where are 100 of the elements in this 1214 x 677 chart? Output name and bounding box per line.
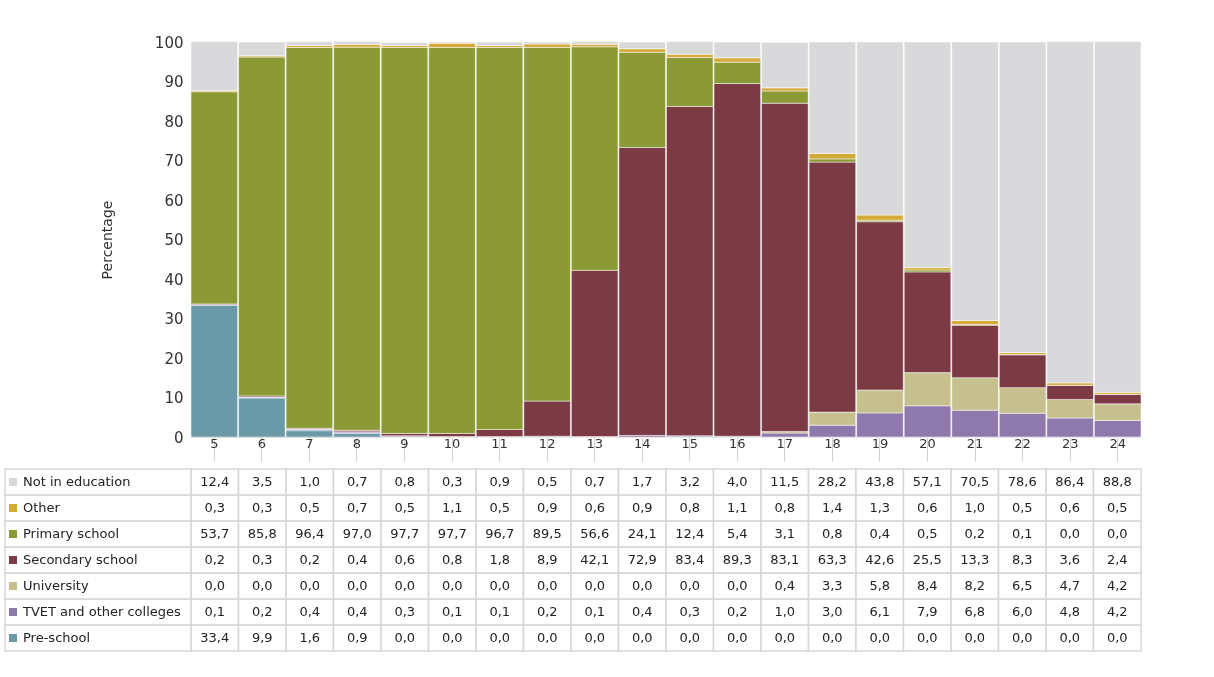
data-label: 0,5	[489, 500, 511, 515]
data-label: 9,9	[251, 630, 273, 645]
y-tick-label: 40	[164, 270, 184, 289]
data-label: 0,8	[821, 526, 843, 541]
data-label: 70,5	[960, 474, 990, 489]
text: Primary school	[23, 526, 120, 541]
data-label: 0,0	[584, 630, 606, 645]
data-label: 8,3	[1011, 552, 1033, 567]
data-label: 0,0	[536, 630, 558, 645]
data-label: 1,3	[869, 500, 891, 515]
data-label: 56,6	[580, 526, 610, 541]
data-label: 4,2	[1106, 604, 1128, 619]
data-label: 5,4	[726, 526, 748, 541]
data-label: 83,1	[770, 552, 800, 567]
data-label: 0,0	[1106, 630, 1128, 645]
data-label: 1,7	[631, 474, 653, 489]
data-label: 13,3	[960, 552, 990, 567]
data-label: 53,7	[200, 526, 230, 541]
data-label: 0,1	[1011, 526, 1033, 541]
data-label: 0,5	[1011, 500, 1033, 515]
data-label: 1,1	[726, 500, 748, 515]
x-tick-label: 8	[352, 435, 362, 451]
data-label: 6,5	[1011, 578, 1033, 593]
data-label: 1,1	[441, 500, 463, 515]
data-label: 0,1	[441, 604, 463, 619]
legend-label: Pre-school	[23, 630, 91, 645]
data-label: 0,0	[1059, 630, 1081, 645]
data-label: 0,9	[346, 630, 368, 645]
y-tick-label: 20	[164, 349, 184, 368]
data-label: 12,4	[675, 526, 705, 541]
data-label: 96,4	[295, 526, 325, 541]
data-label: 0,5	[394, 500, 416, 515]
data-label: 0,0	[726, 630, 748, 645]
x-tick-label: 17	[776, 435, 794, 451]
data-label: 0,6	[394, 552, 416, 567]
y-tick-label: 50	[164, 231, 184, 249]
y-tick-label: 60	[164, 191, 184, 210]
data-label: 0,0	[726, 578, 748, 593]
y-tick-label: 30	[164, 310, 184, 328]
data-label: 0,0	[1106, 526, 1128, 541]
data-label: 0,0	[441, 630, 463, 645]
data-label: 0,5	[536, 474, 558, 489]
data-label: 25,5	[912, 552, 942, 567]
data-label: 42,6	[865, 552, 895, 567]
data-label: 3,0	[821, 604, 843, 619]
x-tick-label: 9	[400, 435, 409, 451]
data-label: 0,5	[1106, 500, 1128, 515]
data-label: 0,2	[536, 604, 558, 619]
data-label: 0,0	[679, 630, 701, 645]
data-label: 0,0	[299, 578, 321, 593]
x-tick-label: 22	[1014, 435, 1031, 451]
data-label: 97,7	[390, 526, 420, 541]
data-label: 1,6	[299, 630, 321, 645]
data-label: 63,3	[817, 552, 847, 567]
data-label: 0,0	[869, 630, 891, 645]
data-label: 0,6	[584, 500, 606, 515]
data-label: 0,2	[251, 604, 273, 619]
y-tick-label: 10	[164, 389, 184, 407]
x-tick-label: 14	[633, 435, 651, 451]
data-label: 6,1	[869, 604, 891, 619]
data-label: 72,9	[627, 552, 657, 567]
data-label: 42,1	[580, 552, 610, 567]
data-label: 0,0	[1059, 526, 1081, 541]
data-label: 0,3	[251, 552, 273, 567]
data-label: 57,1	[912, 474, 942, 489]
data-label: 0,1	[489, 604, 511, 619]
data-label: 0,9	[536, 500, 558, 515]
data-label: 0,9	[631, 500, 653, 515]
data-label: 0,8	[394, 474, 416, 489]
data-label: 0,4	[346, 552, 368, 567]
data-label: 0,5	[299, 500, 321, 515]
data-label: 86,4	[1055, 474, 1085, 489]
data-label: 3,5	[251, 474, 273, 489]
y-tick-label: 80	[164, 112, 184, 131]
data-label: 0,0	[584, 578, 606, 593]
data-label: 97,0	[342, 526, 372, 541]
y-tick-label: 70	[164, 152, 184, 170]
data-label: 0,3	[679, 604, 701, 619]
data-label: 0,4	[869, 526, 891, 541]
data-label: 24,1	[627, 526, 657, 541]
data-label: 0,0	[204, 578, 226, 593]
data-label: 33,4	[200, 630, 230, 645]
data-label: 0,8	[774, 500, 796, 515]
data-label: 28,2	[817, 474, 847, 489]
data-label: 0,0	[821, 630, 843, 645]
data-label: 1,0	[964, 500, 986, 515]
legend-label: TVET and other colleges	[22, 604, 182, 619]
data-label: 0,0	[394, 630, 416, 645]
data-label: 11,5	[770, 474, 800, 489]
data-label: 1,8	[489, 552, 511, 567]
data-label: 0,0	[394, 578, 416, 593]
y-tick-label: 0	[173, 428, 184, 447]
data-label: 0,4	[299, 604, 321, 619]
data-label: 0,0	[441, 578, 463, 593]
data-label: 0,7	[346, 474, 368, 489]
data-label: 0,0	[536, 578, 558, 593]
data-label: 1,4	[821, 500, 843, 515]
data-label: 88,8	[1102, 474, 1132, 489]
data-label: 5,8	[869, 578, 891, 593]
y-tick-label: 90	[164, 73, 184, 91]
